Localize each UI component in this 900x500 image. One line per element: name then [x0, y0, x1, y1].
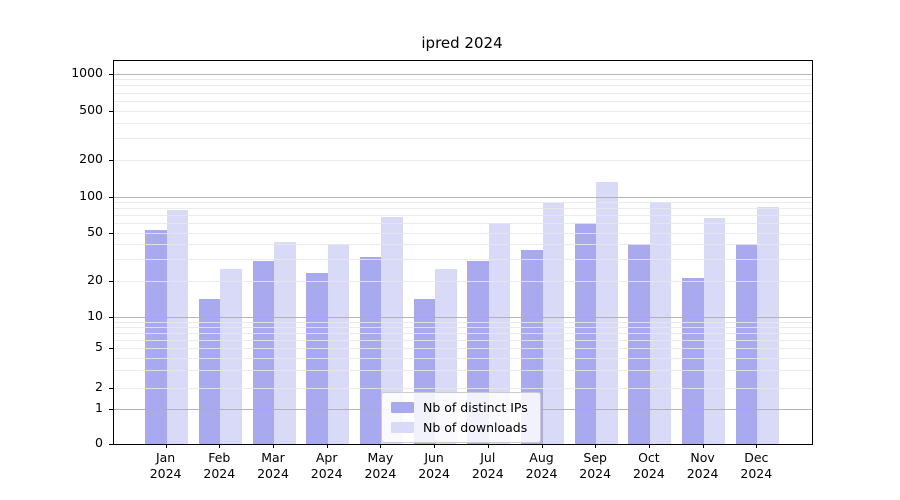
y-gridline-minor: [114, 370, 812, 372]
x-tick-label: May 2024: [364, 450, 397, 481]
y-gridline-minor: [114, 215, 812, 217]
y-gridline-minor: [114, 332, 812, 334]
y-gridline-minor: [114, 122, 812, 124]
x-tick-label: Dec 2024: [740, 450, 773, 481]
y-axis-tick: [109, 110, 113, 112]
bar-downloads: [220, 268, 242, 444]
x-tick-label: Apr 2024: [310, 450, 343, 481]
bar-distinct-ips: [628, 244, 650, 444]
y-gridline-minor: [114, 259, 812, 261]
y-gridline-minor: [114, 339, 812, 341]
y-gridline-minor: [114, 137, 812, 139]
y-tick-label: 2: [95, 378, 103, 394]
y-tick-label: 10: [87, 307, 103, 323]
x-axis-tick: [326, 444, 328, 448]
x-axis-tick: [487, 444, 489, 448]
bar-distinct-ips: [252, 260, 274, 444]
y-gridline-minor: [114, 92, 812, 94]
y-gridline-minor: [114, 223, 812, 225]
y-gridline-major: [114, 73, 812, 75]
bar-downloads: [757, 206, 779, 444]
bar-distinct-ips: [735, 244, 758, 444]
y-gridline-minor: [114, 387, 812, 389]
legend-row: Nb of distinct IPs: [391, 400, 528, 415]
y-axis-tick: [109, 232, 113, 234]
x-tick-label: Jun 2024: [418, 450, 450, 481]
y-tick-label: 50: [87, 223, 103, 239]
bar-downloads: [649, 201, 672, 444]
x-axis-tick: [219, 444, 221, 448]
legend-label: Nb of downloads: [423, 420, 528, 435]
bar-downloads: [542, 203, 564, 444]
x-axis-tick: [165, 444, 167, 448]
y-gridline-minor: [114, 202, 812, 204]
legend-swatch: [391, 402, 414, 413]
y-tick-label: 200: [79, 150, 103, 166]
x-axis-tick: [273, 444, 274, 448]
chart-title: ipred 2024: [421, 34, 503, 52]
bar-distinct-ips: [145, 229, 167, 444]
y-gridline-minor: [114, 321, 812, 323]
y-tick-label: 500: [79, 101, 103, 117]
y-gridline-minor: [114, 208, 812, 210]
y-gridline-minor: [114, 357, 812, 359]
y-axis-tick: [109, 387, 113, 389]
x-axis-tick: [541, 444, 543, 448]
x-axis-tick: [595, 444, 597, 448]
legend: Nb of distinct IPs Nb of downloads: [381, 392, 541, 443]
x-tick-label: Aug 2024: [525, 450, 558, 481]
bar-downloads: [703, 218, 726, 444]
plot-area: Nb of distinct IPs Nb of downloads: [109, 60, 813, 446]
y-tick-label: 0: [95, 435, 103, 451]
bar-downloads: [596, 182, 618, 444]
y-gridline-minor: [114, 79, 812, 81]
y-tick-label: 100: [79, 187, 103, 203]
y-gridline-minor: [114, 244, 812, 246]
x-tick-label: Jan 2024: [149, 450, 182, 481]
x-tick-label: Oct 2024: [632, 450, 665, 481]
legend-row: Nb of downloads: [391, 420, 528, 435]
y-axis-tick: [109, 348, 113, 350]
x-axis-tick: [756, 444, 758, 448]
y-gridline-minor: [114, 280, 812, 282]
y-gridline-minor: [114, 100, 812, 102]
y-gridline-major: [114, 196, 812, 198]
x-axis-tick: [648, 444, 650, 448]
y-tick-label: 1000: [71, 64, 103, 80]
bar-downloads: [381, 216, 403, 444]
y-axis-tick: [109, 73, 113, 75]
legend-label: Nb of distinct IPs: [423, 400, 528, 415]
bar-downloads: [327, 244, 350, 444]
bar-distinct-ips: [682, 277, 704, 444]
y-gridline-major: [114, 316, 812, 318]
x-tick-label: Feb 2024: [203, 450, 236, 481]
y-axis-tick: [109, 444, 113, 446]
y-axis-tick: [109, 196, 113, 198]
bar-distinct-ips: [359, 257, 382, 444]
x-tick-label: Jul 2024: [471, 450, 504, 481]
y-tick-label: 20: [87, 271, 103, 287]
x-tick-label: Mar 2024: [257, 450, 289, 481]
x-axis-tick: [380, 444, 382, 448]
y-axis-tick: [109, 316, 113, 318]
y-gridline-minor: [114, 85, 812, 87]
legend-swatch: [391, 422, 414, 433]
bar-downloads: [274, 241, 296, 444]
x-axis-tick: [702, 444, 704, 448]
y-gridline-minor: [114, 110, 812, 112]
y-axis-tick: [109, 159, 113, 161]
y-axis-tick: [109, 280, 113, 282]
y-gridline-minor: [114, 326, 812, 328]
bar-distinct-ips: [198, 298, 221, 444]
x-axis-tick: [434, 444, 436, 448]
y-tick-label: 1: [95, 399, 103, 415]
y-gridline-minor: [114, 348, 812, 350]
y-gridline-minor: [114, 232, 812, 234]
y-tick-label: 5: [95, 339, 103, 355]
y-axis-tick: [109, 408, 113, 410]
x-tick-label: Sep 2024: [579, 450, 612, 481]
x-tick-label: Nov 2024: [686, 450, 719, 481]
y-gridline-minor: [114, 159, 812, 161]
